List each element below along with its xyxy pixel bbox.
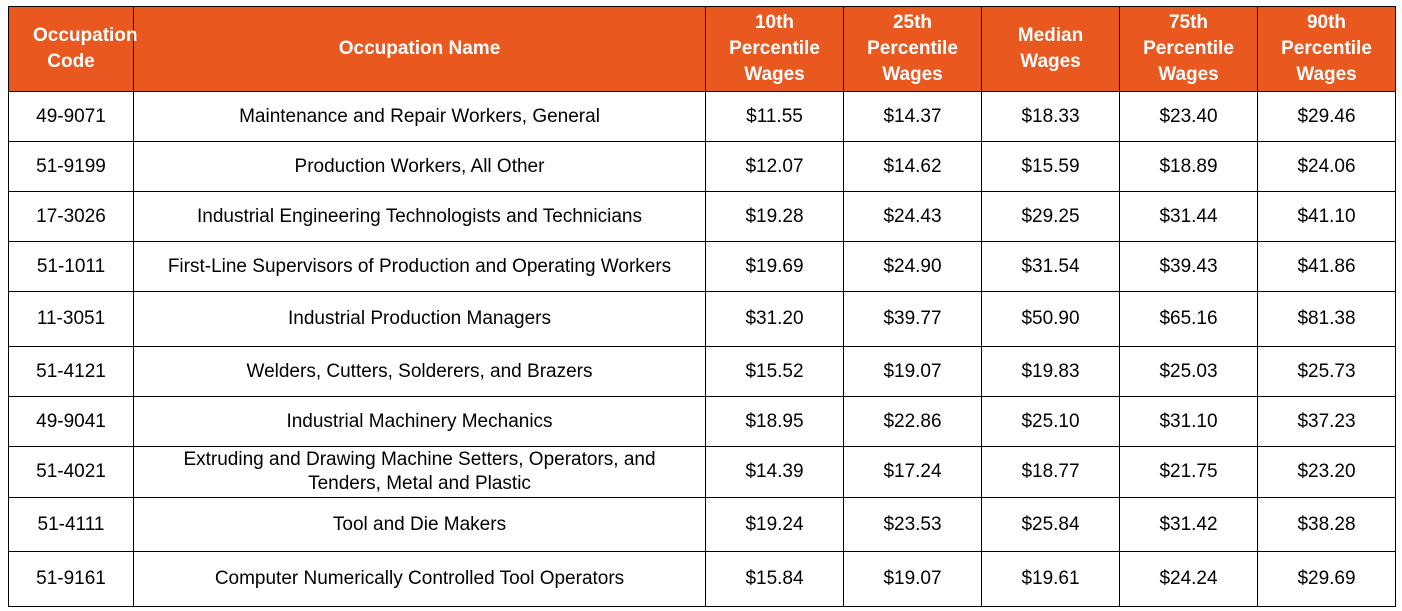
table-row: 17-3026 Industrial Engineering Technolog… <box>8 191 1396 242</box>
occupation-name-cell: Tool and Die Makers <box>133 497 706 552</box>
occupation-name-cell: Extruding and Drawing Machine Setters, O… <box>133 446 706 498</box>
p25-wage-cell: $19.07 <box>843 551 982 607</box>
p10-wage-cell: $11.55 <box>705 91 844 142</box>
occupation-code-cell: 17-3026 <box>8 191 134 242</box>
p90-wage-cell: $29.46 <box>1257 91 1396 142</box>
occupation-name-cell: Computer Numerically Controlled Tool Ope… <box>133 551 706 607</box>
p90-wage-cell: $24.06 <box>1257 141 1396 192</box>
p75-wage-cell: $25.03 <box>1119 346 1258 397</box>
occupation-code-cell: 51-4111 <box>8 497 134 552</box>
p25-wage-cell: $14.37 <box>843 91 982 142</box>
table-row: 51-9199 Production Workers, All Other $1… <box>8 141 1396 192</box>
p75-wage-cell: $21.75 <box>1119 446 1258 498</box>
header-occupation-name: Occupation Name <box>133 6 706 92</box>
table-row: 51-4111 Tool and Die Makers $19.24 $23.5… <box>8 497 1396 552</box>
p75-wage-cell: $65.16 <box>1119 291 1258 347</box>
p90-wage-cell: $41.10 <box>1257 191 1396 242</box>
median-wage-cell: $18.77 <box>981 446 1120 498</box>
p10-wage-cell: $19.28 <box>705 191 844 242</box>
header-occupation-code: Occupation Code <box>8 6 138 92</box>
p75-wage-cell: $23.40 <box>1119 91 1258 142</box>
median-wage-cell: $19.83 <box>981 346 1120 397</box>
p75-wage-cell: $31.42 <box>1119 497 1258 552</box>
occupation-name-cell: Welders, Cutters, Solderers, and Brazers <box>133 346 706 397</box>
occupation-code-cell: 51-4021 <box>8 446 134 498</box>
p25-wage-cell: $24.43 <box>843 191 982 242</box>
header-median: Median Wages <box>981 6 1120 92</box>
table-row: 51-4121 Welders, Cutters, Solderers, and… <box>8 346 1396 397</box>
p10-wage-cell: $12.07 <box>705 141 844 192</box>
p90-wage-cell: $23.20 <box>1257 446 1396 498</box>
occupation-name-cell: Industrial Production Managers <box>133 291 706 347</box>
table-row: 51-1011 First-Line Supervisors of Produc… <box>8 241 1396 292</box>
p25-wage-cell: $23.53 <box>843 497 982 552</box>
p90-wage-cell: $41.86 <box>1257 241 1396 292</box>
p25-wage-cell: $19.07 <box>843 346 982 397</box>
median-wage-cell: $18.33 <box>981 91 1120 142</box>
header-75th-percentile: 75th Percentile Wages <box>1119 6 1258 92</box>
p75-wage-cell: $39.43 <box>1119 241 1258 292</box>
occupation-wage-table: Occupation Code Occupation Name 10th Per… <box>8 6 1396 607</box>
occupation-name-cell: First-Line Supervisors of Production and… <box>133 241 706 292</box>
p10-wage-cell: $19.24 <box>705 497 844 552</box>
p75-wage-cell: $31.44 <box>1119 191 1258 242</box>
p75-wage-cell: $18.89 <box>1119 141 1258 192</box>
occupation-name-cell: Production Workers, All Other <box>133 141 706 192</box>
occupation-name-cell: Industrial Machinery Mechanics <box>133 396 706 447</box>
header-25th-percentile: 25th Percentile Wages <box>843 6 982 92</box>
occupation-code-cell: 11-3051 <box>8 291 134 347</box>
table-row: 11-3051 Industrial Production Managers $… <box>8 291 1396 347</box>
table-row: 49-9041 Industrial Machinery Mechanics $… <box>8 396 1396 447</box>
p10-wage-cell: $14.39 <box>705 446 844 498</box>
occupation-code-cell: 51-9199 <box>8 141 134 192</box>
p75-wage-cell: $31.10 <box>1119 396 1258 447</box>
table-row: 49-9071 Maintenance and Repair Workers, … <box>8 91 1396 142</box>
median-wage-cell: $15.59 <box>981 141 1120 192</box>
occupation-code-cell: 51-4121 <box>8 346 134 397</box>
occupation-code-cell: 49-9071 <box>8 91 134 142</box>
p75-wage-cell: $24.24 <box>1119 551 1258 607</box>
occupation-name-cell: Maintenance and Repair Workers, General <box>133 91 706 142</box>
p25-wage-cell: $39.77 <box>843 291 982 347</box>
header-10th-percentile: 10th Percentile Wages <box>705 6 844 92</box>
p90-wage-cell: $29.69 <box>1257 551 1396 607</box>
occupation-code-cell: 51-1011 <box>8 241 134 292</box>
p10-wage-cell: $31.20 <box>705 291 844 347</box>
p25-wage-cell: $17.24 <box>843 446 982 498</box>
p90-wage-cell: $81.38 <box>1257 291 1396 347</box>
p90-wage-cell: $37.23 <box>1257 396 1396 447</box>
occupation-name-cell: Industrial Engineering Technologists and… <box>133 191 706 242</box>
table-row: 51-9161 Computer Numerically Controlled … <box>8 551 1396 607</box>
table-row: 51-4021 Extruding and Drawing Machine Se… <box>8 446 1396 498</box>
median-wage-cell: $19.61 <box>981 551 1120 607</box>
p10-wage-cell: $18.95 <box>705 396 844 447</box>
median-wage-cell: $29.25 <box>981 191 1120 242</box>
median-wage-cell: $50.90 <box>981 291 1120 347</box>
p90-wage-cell: $38.28 <box>1257 497 1396 552</box>
header-90th-percentile: 90th Percentile Wages <box>1257 6 1396 92</box>
wage-table-container: Occupation Code Occupation Name 10th Per… <box>8 6 1396 607</box>
occupation-code-cell: 51-9161 <box>8 551 134 607</box>
occupation-code-cell: 49-9041 <box>8 396 134 447</box>
p10-wage-cell: $15.52 <box>705 346 844 397</box>
header-row: Occupation Code Occupation Name 10th Per… <box>8 6 1396 92</box>
median-wage-cell: $25.10 <box>981 396 1120 447</box>
p25-wage-cell: $24.90 <box>843 241 982 292</box>
p25-wage-cell: $22.86 <box>843 396 982 447</box>
p10-wage-cell: $19.69 <box>705 241 844 292</box>
p90-wage-cell: $25.73 <box>1257 346 1396 397</box>
median-wage-cell: $25.84 <box>981 497 1120 552</box>
median-wage-cell: $31.54 <box>981 241 1120 292</box>
p25-wage-cell: $14.62 <box>843 141 982 192</box>
p10-wage-cell: $15.84 <box>705 551 844 607</box>
